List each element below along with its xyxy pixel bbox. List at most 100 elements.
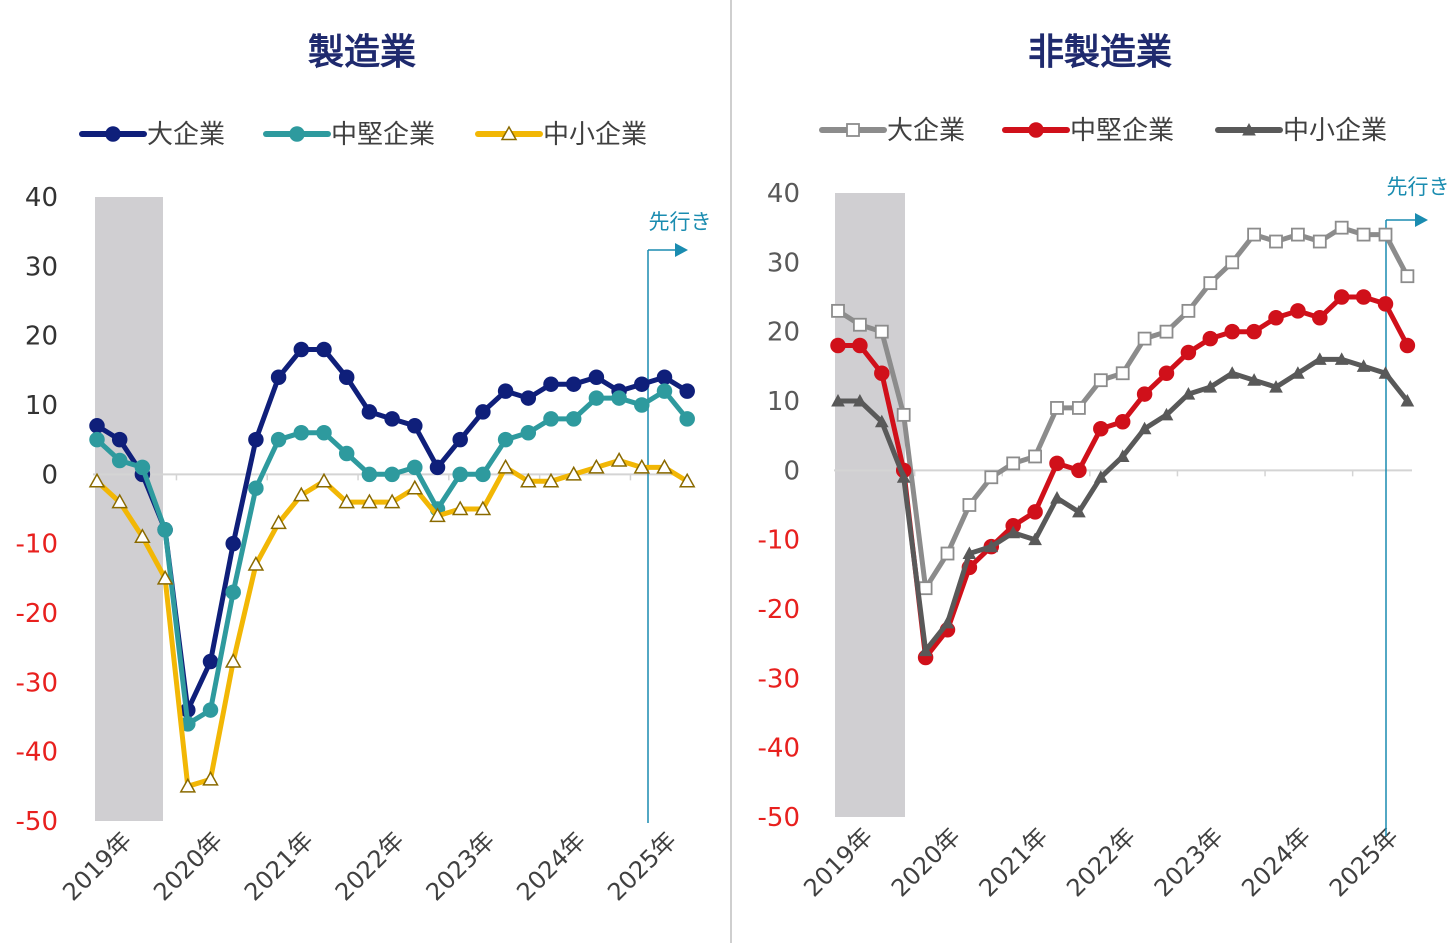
data-point bbox=[202, 653, 219, 670]
data-point bbox=[406, 479, 424, 495]
legend-label: 大企業 bbox=[887, 116, 965, 146]
data-point bbox=[497, 458, 514, 474]
legend-item: 中堅企業 bbox=[1002, 116, 1174, 146]
legend-marker bbox=[500, 125, 518, 141]
x-tick-label: 2023年 bbox=[1149, 822, 1229, 902]
data-point bbox=[384, 466, 400, 483]
legend-item: 大企業 bbox=[79, 120, 225, 150]
data-point bbox=[1399, 337, 1416, 354]
data-point bbox=[451, 500, 469, 516]
data-point bbox=[474, 500, 492, 516]
data-point bbox=[1006, 525, 1021, 539]
data-point bbox=[984, 470, 999, 485]
data-point bbox=[1006, 456, 1021, 471]
y-tick-label: -20 bbox=[16, 599, 58, 629]
data-point bbox=[1115, 366, 1130, 381]
data-point bbox=[1028, 532, 1042, 546]
series-line bbox=[835, 294, 1410, 660]
legend-marker bbox=[1242, 122, 1256, 136]
y-tick-label: -10 bbox=[16, 530, 58, 560]
data-point bbox=[383, 493, 401, 509]
series-2 bbox=[88, 451, 696, 793]
x-tick-label: 2025年 bbox=[1324, 822, 1404, 902]
data-point bbox=[1136, 386, 1153, 402]
data-point bbox=[270, 431, 287, 448]
legend-item: 中小企業 bbox=[1215, 116, 1387, 146]
legend-item: 大企業 bbox=[819, 116, 965, 146]
x-tick-label: 2024年 bbox=[1236, 822, 1316, 902]
data-point bbox=[1269, 234, 1283, 249]
data-point bbox=[202, 702, 219, 718]
data-point bbox=[407, 418, 423, 434]
legend-label: 中小企業 bbox=[1283, 116, 1387, 146]
series-2 bbox=[831, 352, 1415, 657]
data-point bbox=[588, 458, 605, 474]
data-point bbox=[452, 466, 468, 483]
data-point bbox=[1050, 401, 1064, 415]
data-point bbox=[940, 546, 955, 561]
data-point bbox=[1246, 323, 1262, 340]
data-point bbox=[679, 411, 695, 427]
data-point bbox=[1202, 330, 1219, 347]
y-tick-label: -30 bbox=[758, 664, 800, 694]
series-line bbox=[835, 356, 1410, 654]
data-point bbox=[1334, 352, 1349, 365]
data-point bbox=[452, 431, 468, 448]
data-point bbox=[156, 569, 174, 585]
data-point bbox=[316, 341, 332, 358]
data-point bbox=[248, 480, 264, 496]
data-point bbox=[179, 777, 197, 793]
data-point bbox=[1378, 227, 1393, 242]
data-point bbox=[588, 369, 605, 386]
data-point bbox=[338, 369, 355, 386]
x-tick-label: 2025年 bbox=[602, 826, 682, 906]
data-point bbox=[853, 393, 867, 407]
data-point bbox=[361, 466, 378, 483]
data-point bbox=[293, 341, 310, 358]
data-point bbox=[361, 493, 378, 509]
data-point bbox=[984, 539, 999, 553]
data-point bbox=[1203, 276, 1218, 291]
data-point bbox=[1137, 331, 1152, 346]
data-point bbox=[831, 303, 845, 318]
data-point bbox=[89, 418, 105, 434]
series-line bbox=[835, 225, 1410, 591]
data-point bbox=[293, 486, 310, 502]
data-point bbox=[1180, 344, 1197, 361]
data-point bbox=[520, 390, 537, 406]
data-point bbox=[1072, 401, 1086, 415]
y-tick-label: 10 bbox=[767, 387, 800, 417]
data-point bbox=[543, 411, 559, 427]
data-point bbox=[1377, 296, 1394, 312]
x-tick-label: 2019年 bbox=[57, 826, 137, 906]
non-manufacturing-panel: 非製造業 大企業 中堅企業 中小企業 40 30 20 10 0 -10 -20 -30 -40 -5… bbox=[758, 32, 1450, 902]
data-point bbox=[1400, 269, 1415, 284]
data-point bbox=[1291, 227, 1305, 242]
data-point bbox=[270, 514, 287, 530]
y-tick-label: 40 bbox=[25, 183, 58, 213]
data-point bbox=[874, 324, 889, 339]
data-point bbox=[247, 555, 265, 571]
data-point bbox=[202, 770, 219, 786]
data-point bbox=[1049, 455, 1065, 472]
data-point bbox=[656, 369, 673, 386]
data-point bbox=[429, 459, 446, 476]
data-point bbox=[896, 407, 911, 422]
manufacturing-panel: 製造業 大企業 中堅企業 中小企業 40 30 20 10 0 -10 -20 -30 -40 -50… bbox=[16, 32, 712, 906]
data-point bbox=[1181, 303, 1196, 318]
data-point bbox=[1400, 393, 1415, 407]
legend-marker bbox=[289, 126, 305, 142]
legend-marker bbox=[1028, 122, 1044, 138]
data-point bbox=[1115, 449, 1130, 462]
non-manufacturing-title: 非製造業 bbox=[1028, 32, 1172, 73]
y-tick-label: -10 bbox=[758, 526, 800, 556]
data-point bbox=[656, 458, 673, 474]
manufacturing-legend: 大企業 中堅企業 中小企業 bbox=[79, 120, 647, 150]
legend-label: 中小企業 bbox=[543, 120, 647, 150]
forecast-arrow-icon bbox=[675, 243, 688, 257]
data-point bbox=[874, 365, 890, 382]
data-point bbox=[962, 546, 977, 560]
data-point bbox=[633, 458, 651, 474]
